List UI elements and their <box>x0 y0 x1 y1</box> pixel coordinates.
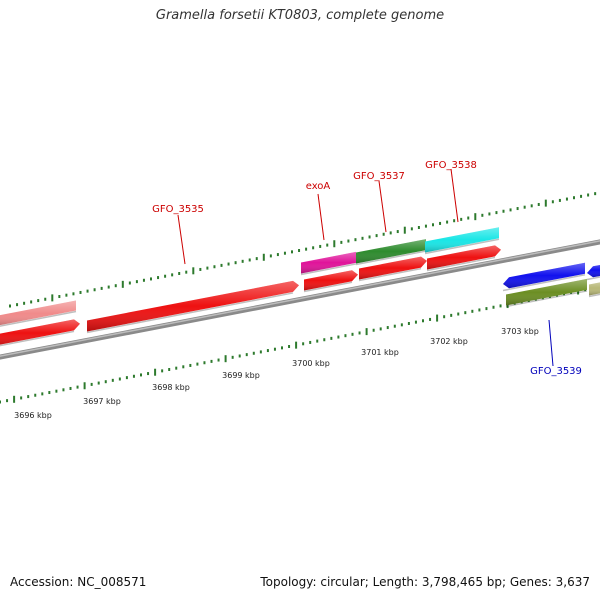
feature-exoA-inner[interactable] <box>303 270 358 293</box>
genome-stats-text: Topology: circular; Length: 3,798,465 bp… <box>260 575 590 589</box>
backbone-line <box>0 239 600 360</box>
feature-red-prev[interactable] <box>0 319 80 347</box>
feature-exoA-outer[interactable] <box>300 251 357 276</box>
feature-GFO_3538-outer[interactable] <box>424 227 500 255</box>
ruler-label: 3698 kbp <box>152 383 190 392</box>
ruler-label: 3702 kbp <box>430 337 468 346</box>
feature-label-GFO_3535[interactable]: GFO_3535 <box>152 204 204 215</box>
feature-label-GFO_3537[interactable]: GFO_3537 <box>353 171 405 182</box>
ruler-label: 3696 kbp <box>14 411 52 420</box>
features <box>0 227 600 347</box>
feature-label-GFO_3538[interactable]: GFO_3538 <box>425 160 477 171</box>
ruler-label: 3701 kbp <box>361 348 399 357</box>
feature-next-khaki[interactable] <box>588 281 600 298</box>
leader-GFO_3538 <box>450 168 459 223</box>
tick-row-outer <box>9 192 597 308</box>
leader-GFO_3537 <box>378 180 387 233</box>
backbone <box>0 239 600 360</box>
backbone-highlight <box>0 240 600 357</box>
feature-label-exoA[interactable]: exoA <box>306 181 331 192</box>
leader-GFO_3535 <box>177 214 186 265</box>
leader-GFO_3539 <box>548 319 554 367</box>
feature-GFO_3539-blue[interactable] <box>502 262 586 292</box>
tick-row-inner <box>0 285 600 404</box>
feature-GFO_3537-inner[interactable] <box>358 256 427 282</box>
leader-exoA <box>317 193 325 241</box>
ruler-label: 3697 kbp <box>83 397 121 406</box>
ruler-label: 3703 kbp <box>501 327 539 336</box>
feature-GFO_3538-inner[interactable] <box>426 245 501 272</box>
ruler-label: 3699 kbp <box>222 371 260 380</box>
feature-GFO_3537-outer[interactable] <box>355 239 427 266</box>
feature-next-blue[interactable] <box>586 263 600 281</box>
accession-text: Accession: NC_008571 <box>10 575 147 589</box>
feature-GFO_3535[interactable] <box>86 280 299 334</box>
map-title: Gramella forsetii KT0803, complete genom… <box>155 8 445 23</box>
feature-label-GFO_3539[interactable]: GFO_3539 <box>530 366 582 377</box>
ruler-labels: 3696 kbp 3697 kbp 3698 kbp 3699 kbp 3700… <box>14 327 539 420</box>
feature-GFO_3539-olive[interactable] <box>505 278 588 308</box>
ruler-label: 3700 kbp <box>292 359 330 368</box>
feature-pink-prev[interactable] <box>0 300 77 329</box>
feature-labels: GFO_3535 exoA GFO_3537 GFO_3538 GFO_3539 <box>152 160 582 377</box>
